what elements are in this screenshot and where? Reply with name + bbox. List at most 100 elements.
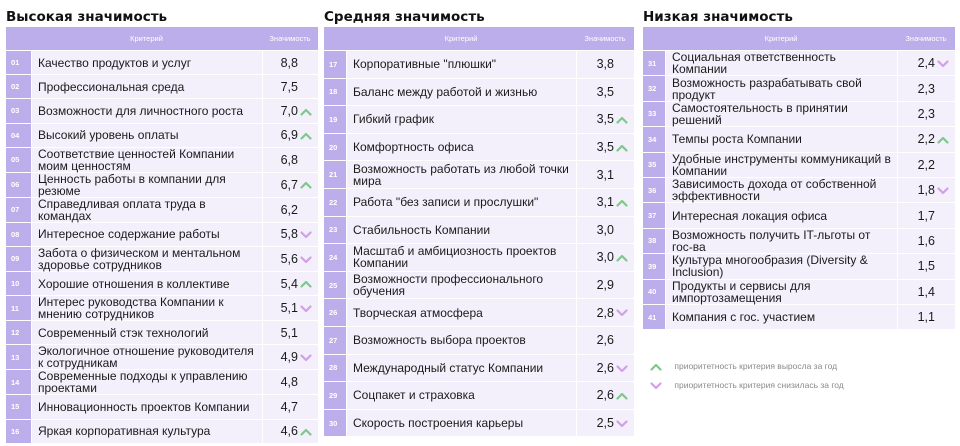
criterion-name: Яркая корпоративная культура bbox=[31, 419, 262, 444]
table-row: 03 Возможности для личностного роста 7,0 bbox=[6, 99, 318, 124]
importance-cell: 4,7 bbox=[262, 395, 318, 420]
low-importance-title: Низкая значимость bbox=[643, 9, 793, 25]
criterion-name: Зависимость дохода от собственной эффект… bbox=[665, 177, 897, 204]
row-number: 38 bbox=[643, 228, 665, 255]
importance-value: 1,1 bbox=[917, 310, 935, 325]
trend-down-icon bbox=[937, 187, 949, 194]
importance-value: 8,8 bbox=[280, 55, 298, 70]
criterion-name: Ценность работы в компании для резюме bbox=[31, 172, 262, 198]
importance-value: 1,5 bbox=[917, 259, 935, 274]
trend-up-icon bbox=[300, 428, 312, 436]
importance-header: Значимость bbox=[576, 27, 634, 51]
criterion-name: Справедливая оплата труда в командах bbox=[31, 197, 262, 223]
importance-value: 6,7 bbox=[280, 177, 298, 192]
row-number: 37 bbox=[643, 203, 665, 229]
criterion-name: Возможность разрабатывать свой продукт bbox=[665, 76, 897, 102]
importance-value: 4,6 bbox=[280, 424, 298, 439]
row-number: 07 bbox=[6, 197, 31, 223]
trend-up-icon bbox=[616, 255, 628, 262]
table-row: 01 Качество продуктов и услуг 8,8 bbox=[6, 51, 318, 76]
table-row: 38 Возможность получить IT-льготы от гос-… bbox=[643, 228, 955, 255]
table-row: 37 Интересная локация офиса 1,7 bbox=[643, 203, 955, 229]
row-number: 28 bbox=[324, 354, 346, 383]
importance-value: 2,6 bbox=[596, 360, 614, 375]
row-number: 32 bbox=[643, 76, 665, 102]
row-number: 13 bbox=[6, 345, 31, 371]
table-header-row: Критерий Значимость bbox=[6, 27, 318, 51]
importance-cell: 3,0 bbox=[576, 216, 634, 245]
row-number: 40 bbox=[643, 279, 665, 305]
trend-up-icon bbox=[650, 363, 662, 371]
table-row: 18 Баланс между работой и жизнью 3,5 bbox=[324, 78, 634, 107]
trend-down-icon bbox=[300, 354, 312, 362]
criterion-name: Интересная локация офиса bbox=[665, 203, 897, 229]
importance-cell: 7,0 bbox=[262, 99, 318, 124]
criterion-name: Скорость построения карьеры bbox=[346, 409, 576, 438]
criterion-name: Экологичное отношение руководителя к сот… bbox=[31, 345, 262, 371]
importance-value: 2,3 bbox=[917, 106, 935, 121]
importance-cell: 2,3 bbox=[897, 101, 955, 128]
importance-value: 2,2 bbox=[917, 157, 935, 172]
importance-value: 7,0 bbox=[280, 103, 298, 118]
criterion-name: Культура многообразия (Diversity & Inclu… bbox=[665, 254, 897, 280]
importance-value: 1,7 bbox=[917, 208, 935, 223]
trend-down-icon bbox=[937, 60, 949, 67]
importance-value: 1,6 bbox=[917, 233, 935, 248]
table-row: 12 Современный стэк технологий 5,1 bbox=[6, 321, 318, 346]
table-row: 05 Соответствие ценностей Компании моим ц… bbox=[6, 147, 318, 173]
table-row: 07 Справедливая оплата труда в командах 6,… bbox=[6, 197, 318, 223]
criterion-name: Хорошие отношения в коллективе bbox=[31, 271, 262, 297]
table-row: 40 Продукты и сервисы для импортозамещени… bbox=[643, 279, 955, 305]
low-importance-table: Критерий Значимость 31 Социальная ответст… bbox=[643, 27, 955, 331]
criterion-name: Возможности профессионального обучения bbox=[346, 271, 576, 300]
importance-value: 3,1 bbox=[596, 167, 614, 182]
high-importance-panel: Высокая значимость Критерий Значимость 0… bbox=[6, 8, 318, 444]
importance-cell: 2,4 bbox=[897, 51, 955, 77]
importance-cell: 1,8 bbox=[897, 177, 955, 204]
importance-cell: 2,6 bbox=[576, 354, 634, 383]
table-row: 27 Возможность выбора проектов 2,6 bbox=[324, 326, 634, 355]
importance-value: 3,8 bbox=[596, 57, 614, 72]
importance-cell: 5,8 bbox=[262, 222, 318, 247]
trend-down-icon bbox=[616, 420, 628, 427]
importance-cell: 2,9 bbox=[576, 271, 634, 300]
high-importance-table: Критерий Значимость 01 Качество продуктов… bbox=[6, 27, 318, 444]
importance-value: 2,4 bbox=[917, 56, 935, 71]
row-number: 34 bbox=[643, 127, 665, 153]
trend-up-icon bbox=[937, 136, 949, 144]
importance-value: 1,8 bbox=[917, 183, 935, 198]
row-number: 30 bbox=[324, 409, 346, 438]
criterion-name: Работа "без записи и прослушки" bbox=[346, 188, 576, 217]
table-row: 10 Хорошие отношения в коллективе 5,4 bbox=[6, 271, 318, 297]
trend-down-icon bbox=[300, 305, 312, 312]
table-row: 26 Творческая атмосфера 2,8 bbox=[324, 299, 634, 327]
row-number: 26 bbox=[324, 299, 346, 327]
trend-down-icon bbox=[616, 309, 628, 317]
criterion-name: Комфортность офиса bbox=[346, 133, 576, 162]
medium-importance-panel: Средняя значимость Критерий Значимость 1… bbox=[324, 8, 634, 438]
criterion-name: Социальная ответственность Компании bbox=[665, 51, 897, 77]
criterion-name: Высокий уровень оплаты bbox=[31, 123, 262, 148]
table-row: 20 Комфортность офиса 3,5 bbox=[324, 133, 634, 162]
importance-cell: 3,5 bbox=[576, 106, 634, 134]
table-row: 04 Высокий уровень оплаты 6,9 bbox=[6, 123, 318, 148]
row-number: 05 bbox=[6, 147, 31, 173]
legend-down-text: приоритетность критерия снизилась за год bbox=[674, 380, 844, 390]
importance-cell: 5,1 bbox=[262, 321, 318, 346]
criterion-name: Соответствие ценностей Компании моим цен… bbox=[31, 147, 262, 173]
criterion-name: Корпоративные "плюшки" bbox=[346, 51, 576, 79]
importance-value: 2,6 bbox=[596, 388, 614, 403]
importance-value: 5,4 bbox=[280, 276, 298, 291]
table-row: 36 Зависимость дохода от собственной эффе… bbox=[643, 177, 955, 204]
table-row: 24 Масштаб и амбициозность проектов Компа… bbox=[324, 244, 634, 272]
importance-value: 2,9 bbox=[596, 278, 614, 293]
importance-cell: 6,9 bbox=[262, 123, 318, 148]
criterion-name: Качество продуктов и услуг bbox=[31, 51, 262, 76]
row-number: 08 bbox=[6, 222, 31, 247]
criterion-name: Возможность получить IT-льготы от гос-ва bbox=[665, 228, 897, 255]
row-number: 41 bbox=[643, 304, 665, 331]
importance-cell: 1,6 bbox=[897, 228, 955, 255]
importance-cell: 3,8 bbox=[576, 51, 634, 79]
importance-value: 4,7 bbox=[280, 399, 298, 414]
row-number: 31 bbox=[643, 51, 665, 77]
